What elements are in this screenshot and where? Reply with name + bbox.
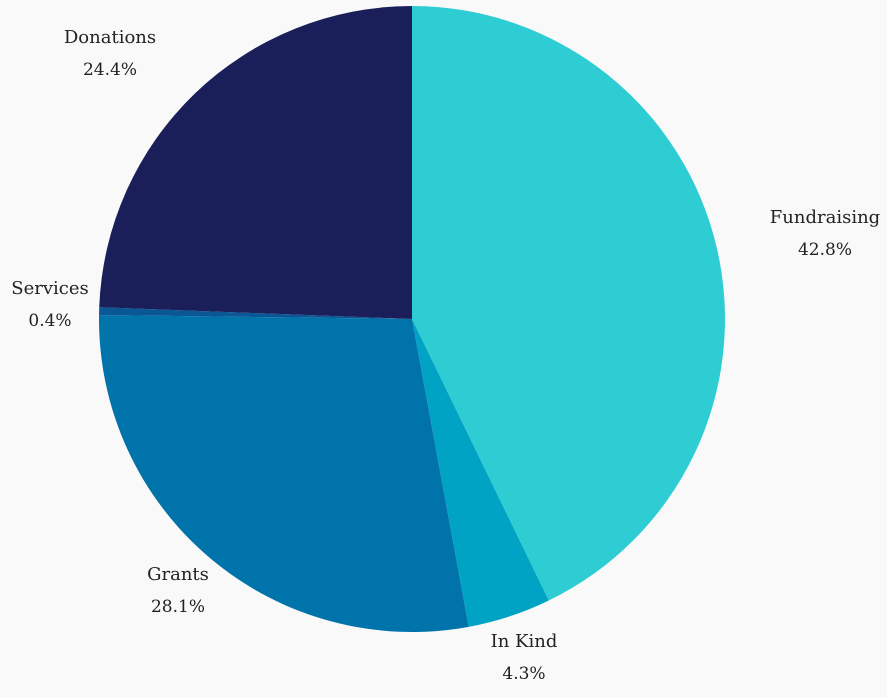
slice-label-donations: Donations bbox=[64, 27, 156, 48]
pie-slice-grants bbox=[99, 315, 469, 632]
slice-percent-fundraising: 42.8% bbox=[798, 240, 852, 260]
slice-label-services: Services bbox=[11, 278, 88, 299]
slice-percent-donations: 24.4% bbox=[83, 60, 137, 80]
slice-label-fundraising: Fundraising bbox=[770, 207, 880, 228]
pie-slice-fundraising bbox=[412, 6, 725, 601]
pie-slice-services bbox=[99, 307, 412, 319]
pie-slice-donations bbox=[99, 6, 412, 319]
slice-percent-in-kind: 4.3% bbox=[502, 664, 545, 684]
slice-label-in-kind: In Kind bbox=[491, 631, 558, 652]
slice-label-grants: Grants bbox=[147, 564, 209, 585]
pie-slice-in-kind bbox=[412, 319, 549, 627]
slice-percent-grants: 28.1% bbox=[151, 597, 205, 617]
slice-percent-services: 0.4% bbox=[28, 311, 71, 331]
